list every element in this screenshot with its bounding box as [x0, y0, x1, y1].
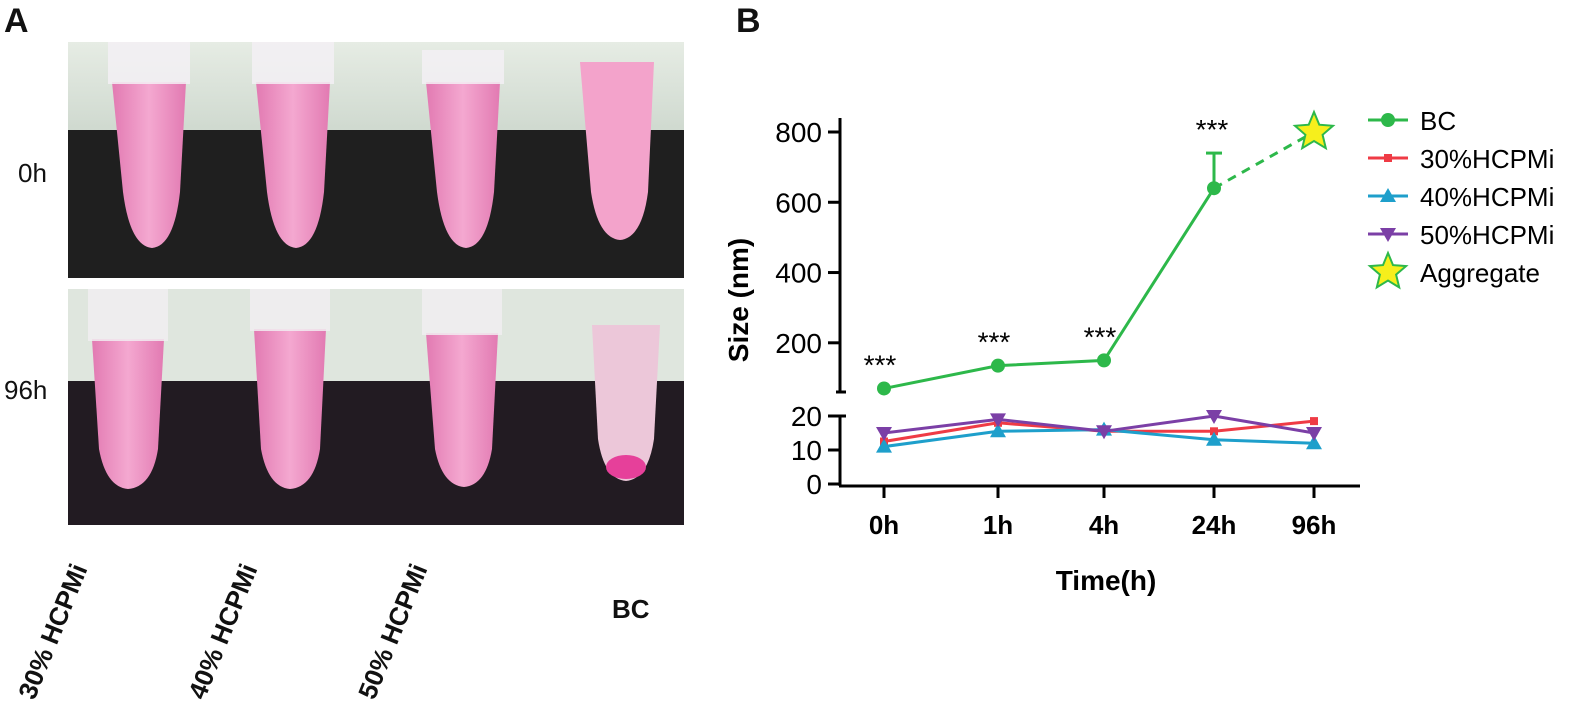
x-tick-label: 4h	[1089, 510, 1119, 540]
legend-label-30-hcpmi: 30%HCPMi	[1420, 144, 1554, 174]
significance-label: ***	[864, 349, 897, 380]
point-50-hcpmi	[1206, 410, 1222, 424]
significance-label: ***	[978, 327, 1011, 358]
row-label-0h: 0h	[18, 158, 47, 188]
aggregate-star	[1292, 109, 1336, 151]
legend-label-bc: BC	[1420, 106, 1456, 136]
column-label-50-hcpmi: 50% HCPMi	[352, 559, 434, 704]
tube-30-96h	[88, 289, 168, 489]
panel-a-label: A	[4, 2, 29, 40]
point-50-hcpmi	[1306, 427, 1322, 441]
tube-bc-96h	[592, 325, 660, 481]
tube-40-0h	[252, 42, 334, 248]
point-50-hcpmi	[990, 413, 1006, 428]
legend-label-50-hcpmi: 50%HCPMi	[1420, 220, 1554, 250]
y-axis-label: Size (nm)	[723, 238, 754, 362]
y-tick-label: 10	[791, 435, 822, 466]
point-50-hcpmi	[1096, 425, 1112, 440]
y-tick-label: 0	[806, 469, 822, 500]
panel-b-label: B	[736, 2, 761, 40]
significance-label: ***	[1084, 321, 1117, 352]
column-label-40-hcpmi: 40% HCPMi	[182, 559, 264, 704]
y-tick-label: 600	[775, 187, 822, 218]
legend-marker-50-hcpmi	[1380, 228, 1396, 242]
legend-marker-bc	[1381, 113, 1395, 127]
column-label-bc: BC	[612, 594, 650, 624]
y-tick-label: 400	[775, 258, 822, 289]
point-40-hcpmi	[990, 423, 1006, 438]
tube-bc-0h	[580, 62, 654, 240]
tube-50-96h	[422, 289, 502, 487]
point-bc	[991, 358, 1005, 373]
series-line-bc	[883, 187, 1216, 390]
tube-40-96h	[250, 289, 330, 489]
legend-marker-40-hcpmi	[1380, 188, 1396, 202]
y-tick-label: 800	[775, 117, 822, 148]
column-label-30-hcpmi: 30% HCPMi	[12, 559, 94, 704]
tube-50-0h	[422, 50, 504, 248]
legend-marker-aggregate	[1367, 250, 1409, 290]
legend-label-aggregate: Aggregate	[1420, 258, 1540, 288]
point-30-hcpmi	[1210, 427, 1218, 436]
legend-label-40-hcpmi: 40%HCPMi	[1420, 182, 1554, 212]
point-30-hcpmi	[1310, 417, 1318, 426]
point-40-hcpmi	[876, 438, 892, 453]
x-tick-label: 24h	[1192, 510, 1237, 540]
y-tick-label: 20	[791, 401, 822, 432]
point-40-hcpmi	[1206, 431, 1222, 446]
tube-photo-0h	[68, 42, 684, 278]
point-bc	[877, 381, 891, 396]
tube-photo-96h	[68, 289, 684, 525]
x-axis-label: Time(h)	[1056, 565, 1157, 596]
tube-30-0h	[108, 42, 190, 248]
row-label-96h: 96h	[4, 375, 48, 405]
x-tick-label: 96h	[1292, 510, 1337, 540]
point-40-hcpmi	[1306, 435, 1322, 450]
aggregate-connector	[1213, 130, 1315, 190]
y-tick-label: 200	[775, 328, 822, 359]
x-tick-label: 0h	[869, 510, 899, 540]
significance-label: ***	[1196, 114, 1229, 145]
point-50-hcpmi	[876, 427, 892, 441]
point-bc	[1097, 353, 1111, 368]
legend-marker-30-hcpmi	[1384, 154, 1392, 162]
x-tick-label: 1h	[983, 510, 1013, 540]
